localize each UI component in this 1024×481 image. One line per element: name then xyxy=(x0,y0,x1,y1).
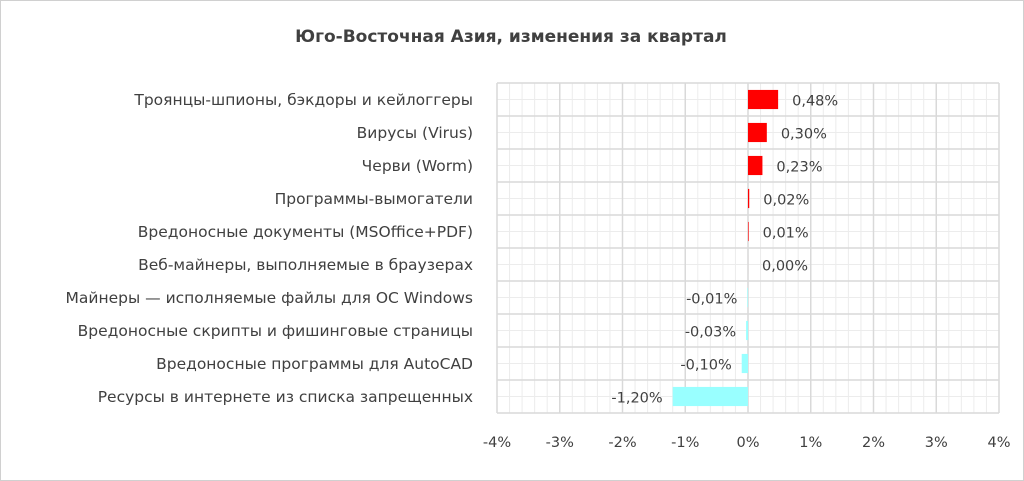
data-label: 0,23% xyxy=(776,160,822,176)
category-label: Вредоносные документы (MSOffice+PDF) xyxy=(138,223,473,241)
x-tick-label: 1% xyxy=(799,435,822,451)
category-label: Ресурсы в интернете из списка запрещенны… xyxy=(98,388,473,406)
bar xyxy=(748,155,763,176)
data-label: -1,20% xyxy=(611,391,662,407)
data-label: -0,01% xyxy=(686,292,737,308)
category-label: Вредоносные скрипты и фишинговые страниц… xyxy=(78,322,473,340)
category-label: Черви (Worm) xyxy=(362,157,473,175)
category-label: Вредоносные программы для AutoCAD xyxy=(156,355,473,373)
bar xyxy=(748,188,750,209)
bar xyxy=(741,353,748,374)
x-tick-label: -1% xyxy=(671,435,699,451)
data-label: 0,48% xyxy=(792,94,838,110)
bar xyxy=(747,287,748,308)
category-label: Программы-вымогатели xyxy=(275,190,473,208)
category-label: Веб-майнеры, выполняемые в браузерах xyxy=(138,256,473,274)
x-tick-label: -4% xyxy=(483,435,511,451)
data-label: 0,01% xyxy=(763,226,809,242)
x-tick-label: 0% xyxy=(736,435,759,451)
x-tick-label: -3% xyxy=(546,435,574,451)
x-tick-label: 4% xyxy=(987,435,1010,451)
x-tick-label: 2% xyxy=(862,435,885,451)
category-label: Вирусы (Virus) xyxy=(357,124,473,142)
category-label: Троянцы-шпионы, бэкдоры и кейлоггеры xyxy=(133,91,473,109)
data-label: -0,10% xyxy=(680,358,731,374)
category-label: Майнеры — исполняемые файлы для ОС Windo… xyxy=(66,289,473,307)
bar xyxy=(748,89,779,110)
data-label: 0,00% xyxy=(762,259,808,275)
x-tick-label: 3% xyxy=(925,435,948,451)
data-label: -0,03% xyxy=(685,325,736,341)
data-label: 0,02% xyxy=(763,193,809,209)
chart-title: Юго-Восточная Азия, изменения за квартал xyxy=(295,27,727,47)
bar xyxy=(748,122,767,143)
bar xyxy=(672,386,748,407)
bar xyxy=(746,320,748,341)
x-tick-label: -2% xyxy=(608,435,636,451)
bar xyxy=(748,221,749,242)
data-label: 0,30% xyxy=(781,127,827,143)
